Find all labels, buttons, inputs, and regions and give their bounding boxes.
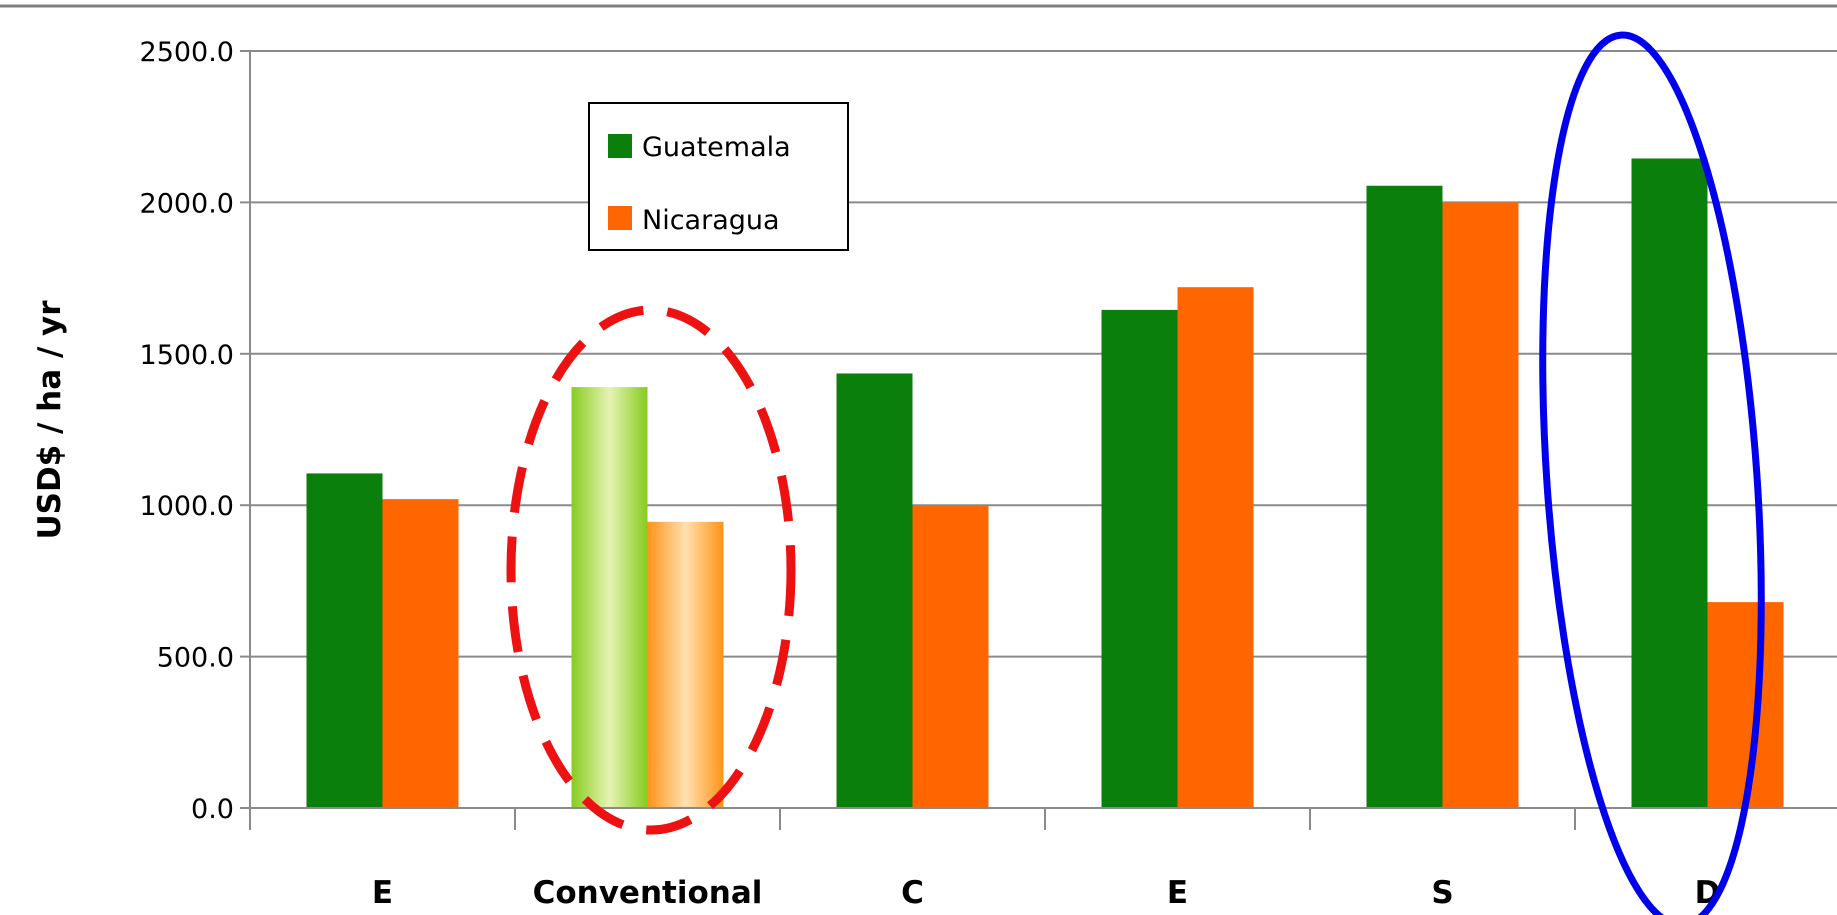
y-tick-label: 2500.0 — [140, 37, 234, 68]
bar-guatemala-2 — [571, 387, 648, 808]
bar-nicaragua-3 — [912, 505, 989, 808]
bar-guatemala-6 — [1631, 158, 1708, 808]
axes — [249, 51, 1837, 830]
y-tick-label: 500.0 — [157, 643, 234, 674]
legend-box — [588, 102, 849, 251]
y-tick-label: 1000.0 — [140, 491, 234, 522]
y-tick-label: 1500.0 — [140, 340, 234, 371]
bar-nicaragua-6 — [1707, 602, 1784, 808]
x-category-label: Conventional — [533, 875, 763, 911]
legend-label-nicaragua: Nicaragua — [642, 205, 780, 236]
x-category-label: C — [901, 875, 924, 911]
legend: Guatemala Nicaragua — [588, 102, 849, 251]
bar-nicaragua-1 — [382, 499, 459, 808]
y-tick-label: 2000.0 — [140, 188, 234, 219]
legend-swatch-guatemala — [608, 134, 632, 158]
bar-guatemala-4 — [1101, 309, 1178, 808]
x-category-label: S — [1431, 875, 1453, 911]
bar-nicaragua-5 — [1442, 202, 1519, 808]
highlight-dashed-ellipse — [506, 305, 796, 835]
bars — [306, 158, 1784, 809]
x-category-labels: E Conventional C E S D — [372, 875, 1720, 911]
bar-guatemala-1 — [306, 473, 383, 808]
x-category-label: E — [1167, 875, 1188, 911]
y-tick-labels: 0.0 500.0 1000.0 1500.0 2000.0 2500.0 — [140, 37, 234, 825]
bar-nicaragua-4 — [1177, 287, 1254, 809]
highlight-solid-ellipse — [1539, 31, 1765, 915]
legend-label-guatemala: Guatemala — [642, 132, 791, 163]
bar-guatemala-5 — [1366, 185, 1443, 809]
grid — [240, 50, 1837, 809]
y-tick-label: 0.0 — [191, 794, 234, 825]
bar-guatemala-3 — [836, 373, 913, 808]
bar-nicaragua-2 — [647, 521, 724, 808]
x-category-label: E — [372, 875, 393, 911]
y-axis-label: USD$ / ha / yr — [32, 300, 68, 540]
legend-swatch-nicaragua — [608, 206, 632, 230]
